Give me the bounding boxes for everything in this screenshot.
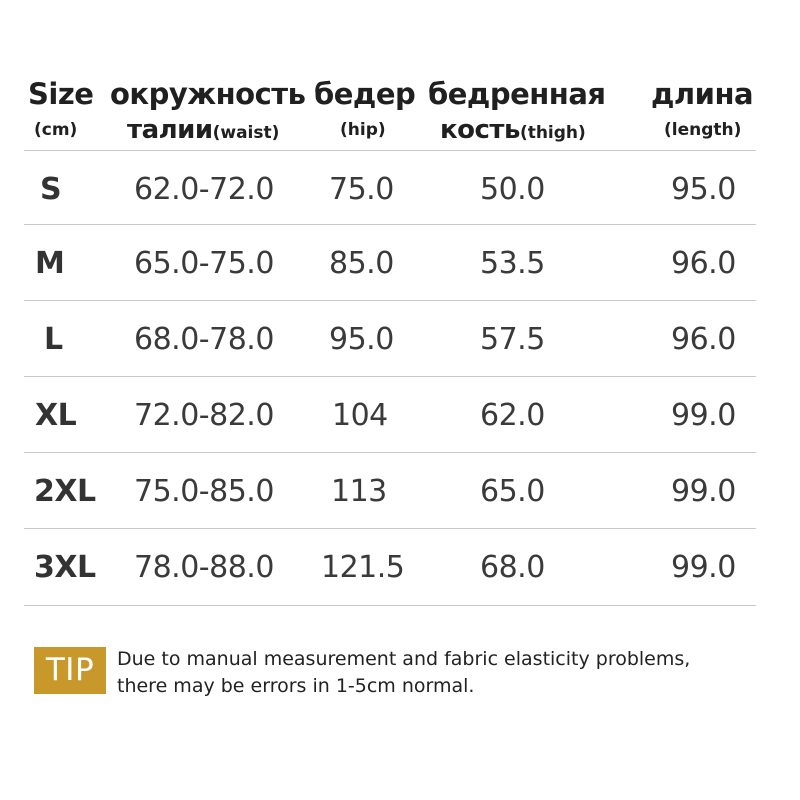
table-row: M 65.0-75.0 85.0 53.5 96.0 bbox=[0, 226, 800, 302]
header-divider bbox=[24, 150, 756, 151]
size-cell: S bbox=[40, 172, 62, 207]
table-bottom-divider bbox=[24, 605, 756, 606]
table-row: L 68.0-78.0 95.0 57.5 96.0 bbox=[0, 302, 800, 378]
thigh-header-paren: (thigh) bbox=[519, 123, 586, 143]
table-row: 3XL 78.0-88.0 121.5 68.0 99.0 bbox=[0, 530, 800, 606]
thigh-cell: 53.5 bbox=[480, 246, 545, 281]
length-cell: 96.0 bbox=[671, 322, 736, 357]
size-cell: XL bbox=[35, 398, 77, 433]
tip-text-line-1: Due to manual measurement and fabric ela… bbox=[117, 648, 691, 670]
waist-cell: 68.0-78.0 bbox=[134, 322, 274, 357]
size-cell: L bbox=[44, 322, 63, 357]
tip-badge: TIP bbox=[34, 647, 106, 694]
size-cell: 2XL bbox=[34, 474, 96, 509]
hip-header-sub: (hip) bbox=[340, 120, 386, 140]
waist-header-title: окружность bbox=[110, 77, 306, 111]
waist-header-sub: талии bbox=[127, 115, 213, 145]
size-cell: 3XL bbox=[34, 550, 96, 585]
waist-cell: 72.0-82.0 bbox=[134, 398, 274, 433]
table-row: S 62.0-72.0 75.0 50.0 95.0 bbox=[0, 152, 800, 228]
size-cell: M bbox=[35, 246, 65, 281]
row-divider bbox=[24, 528, 756, 529]
hip-cell: 85.0 bbox=[329, 246, 394, 281]
hip-cell: 113 bbox=[331, 474, 387, 509]
length-cell: 99.0 bbox=[671, 474, 736, 509]
waist-header-paren: (waist) bbox=[212, 123, 280, 143]
thigh-cell: 62.0 bbox=[480, 398, 545, 433]
waist-cell: 62.0-72.0 bbox=[134, 172, 274, 207]
thigh-header-sub: кость bbox=[440, 115, 520, 145]
thigh-cell: 68.0 bbox=[480, 550, 545, 585]
hip-cell: 104 bbox=[332, 398, 388, 433]
thigh-header-title: бедренная bbox=[428, 77, 606, 111]
row-divider bbox=[24, 376, 756, 377]
waist-cell: 65.0-75.0 bbox=[134, 246, 274, 281]
length-cell: 96.0 bbox=[671, 246, 736, 281]
tip-text-line-2: there may be errors in 1-5cm normal. bbox=[117, 675, 475, 697]
thigh-cell: 65.0 bbox=[480, 474, 545, 509]
length-cell: 95.0 bbox=[671, 172, 736, 207]
hip-cell: 95.0 bbox=[329, 322, 394, 357]
row-divider bbox=[24, 224, 756, 225]
length-header-title: длина bbox=[651, 77, 754, 111]
size-header-title: Size bbox=[28, 77, 94, 111]
table-row: XL 72.0-82.0 104 62.0 99.0 bbox=[0, 378, 800, 454]
row-divider bbox=[24, 452, 756, 453]
length-header-sub: (length) bbox=[664, 120, 742, 140]
length-cell: 99.0 bbox=[671, 550, 736, 585]
hip-cell: 121.5 bbox=[321, 550, 405, 585]
length-cell: 99.0 bbox=[671, 398, 736, 433]
hip-header-title: бедер bbox=[314, 77, 416, 111]
waist-cell: 75.0-85.0 bbox=[134, 474, 274, 509]
table-row: 2XL 75.0-85.0 113 65.0 99.0 bbox=[0, 454, 800, 530]
waist-cell: 78.0-88.0 bbox=[134, 550, 274, 585]
thigh-cell: 50.0 bbox=[480, 172, 545, 207]
hip-cell: 75.0 bbox=[329, 172, 394, 207]
row-divider bbox=[24, 300, 756, 301]
thigh-cell: 57.5 bbox=[480, 322, 545, 357]
size-header-unit: (cm) bbox=[34, 120, 78, 140]
